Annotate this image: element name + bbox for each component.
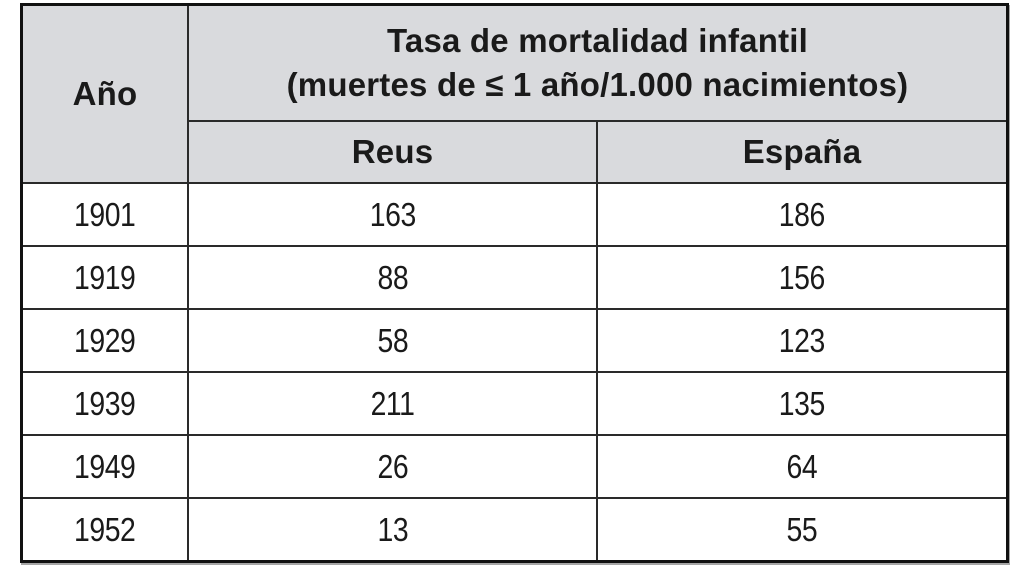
- table-row: 1939 211 135: [23, 371, 1006, 436]
- reus-cell: 26: [187, 434, 598, 499]
- year-cell: 1939: [23, 371, 189, 436]
- infant-mortality-table-container: Año Tasa de mortalidad infantil (muertes…: [20, 3, 1009, 563]
- mortality-rate-header: Tasa de mortalidad infantil (muertes de …: [187, 6, 1006, 122]
- espana-cell: 135: [596, 371, 1006, 436]
- reus-cell: 13: [187, 497, 598, 560]
- year-cell: 1949: [23, 434, 189, 499]
- year-column-header: Año: [23, 6, 189, 184]
- reus-column-header: Reus: [188, 120, 598, 184]
- espana-cell: 156: [596, 245, 1006, 310]
- year-cell: 1929: [23, 308, 189, 373]
- header-row-main: Año Tasa de mortalidad infantil (muertes…: [23, 6, 1006, 184]
- reus-cell: 58: [187, 308, 598, 373]
- year-cell: 1919: [23, 245, 189, 310]
- espana-cell: 55: [596, 497, 1006, 560]
- table-row: 1901 163 186: [23, 182, 1006, 247]
- mortality-rate-title: Tasa de mortalidad infantil: [386, 22, 809, 59]
- infant-mortality-table: Año Tasa de mortalidad infantil (muertes…: [23, 6, 1006, 560]
- espana-cell: 64: [596, 434, 1006, 499]
- year-cell: 1901: [23, 182, 189, 247]
- year-cell: 1952: [23, 497, 189, 560]
- reus-cell: 211: [187, 371, 598, 436]
- table-row: 1949 26 64: [23, 434, 1006, 499]
- table-row: 1952 13 55: [23, 497, 1006, 560]
- table-row: 1929 58 123: [23, 308, 1006, 373]
- reus-cell: 163: [187, 182, 598, 247]
- espana-cell: 123: [596, 308, 1006, 373]
- mortality-rate-unit: (muertes de ≤ 1 año/1.000 nacimientos): [286, 66, 909, 103]
- reus-cell: 88: [187, 245, 598, 310]
- espana-column-header: España: [596, 120, 1006, 184]
- table-row: 1919 88 156: [23, 245, 1006, 310]
- espana-cell: 186: [596, 182, 1006, 247]
- header-row-sub: Reus España: [23, 120, 1006, 184]
